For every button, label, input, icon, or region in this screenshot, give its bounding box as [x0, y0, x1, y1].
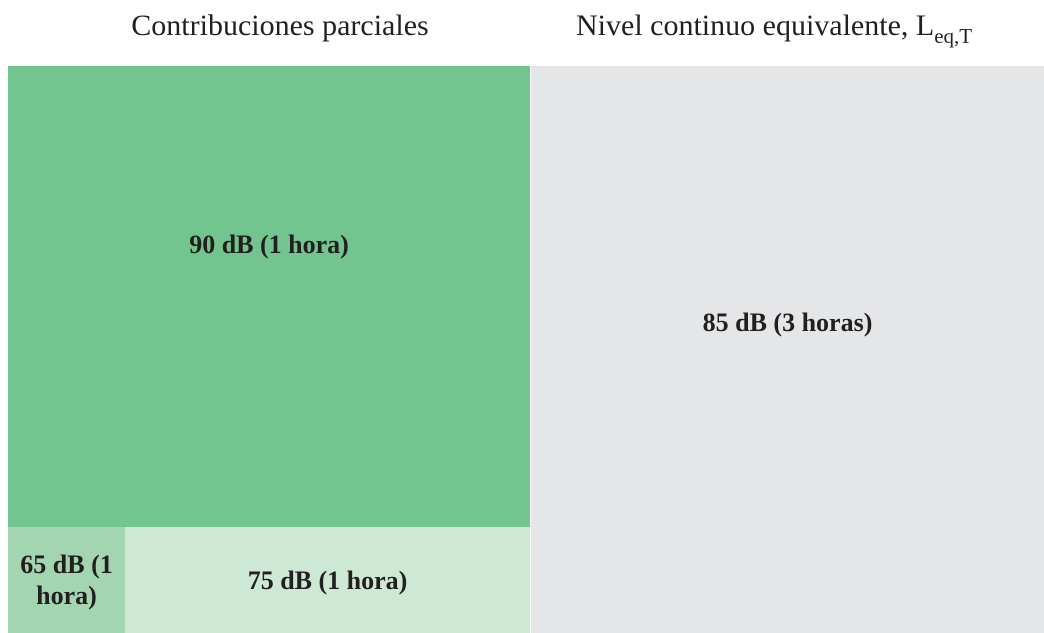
block-65db: 65 dB (1 hora) — [8, 527, 125, 633]
block-label: 90 dB (1 hora) — [189, 230, 349, 259]
block-label: 65 dB (1 hora) — [20, 550, 113, 610]
block-85db: 85 dB (3 horas) — [531, 66, 1044, 633]
right-title-text: Nivel continuo equivalente, L — [576, 9, 935, 42]
block-75db: 75 dB (1 hora) — [125, 527, 530, 633]
block-label: 85 dB (3 horas) — [702, 308, 873, 337]
left-title: Contribuciones parciales — [131, 9, 429, 42]
right-title-subscript: eq,T — [934, 24, 973, 48]
right-title: Nivel continuo equivalente, Leq,T — [576, 4, 972, 58]
block-90db: 90 dB (1 hora) — [8, 66, 530, 527]
block-label: 75 dB (1 hora) — [247, 565, 408, 595]
